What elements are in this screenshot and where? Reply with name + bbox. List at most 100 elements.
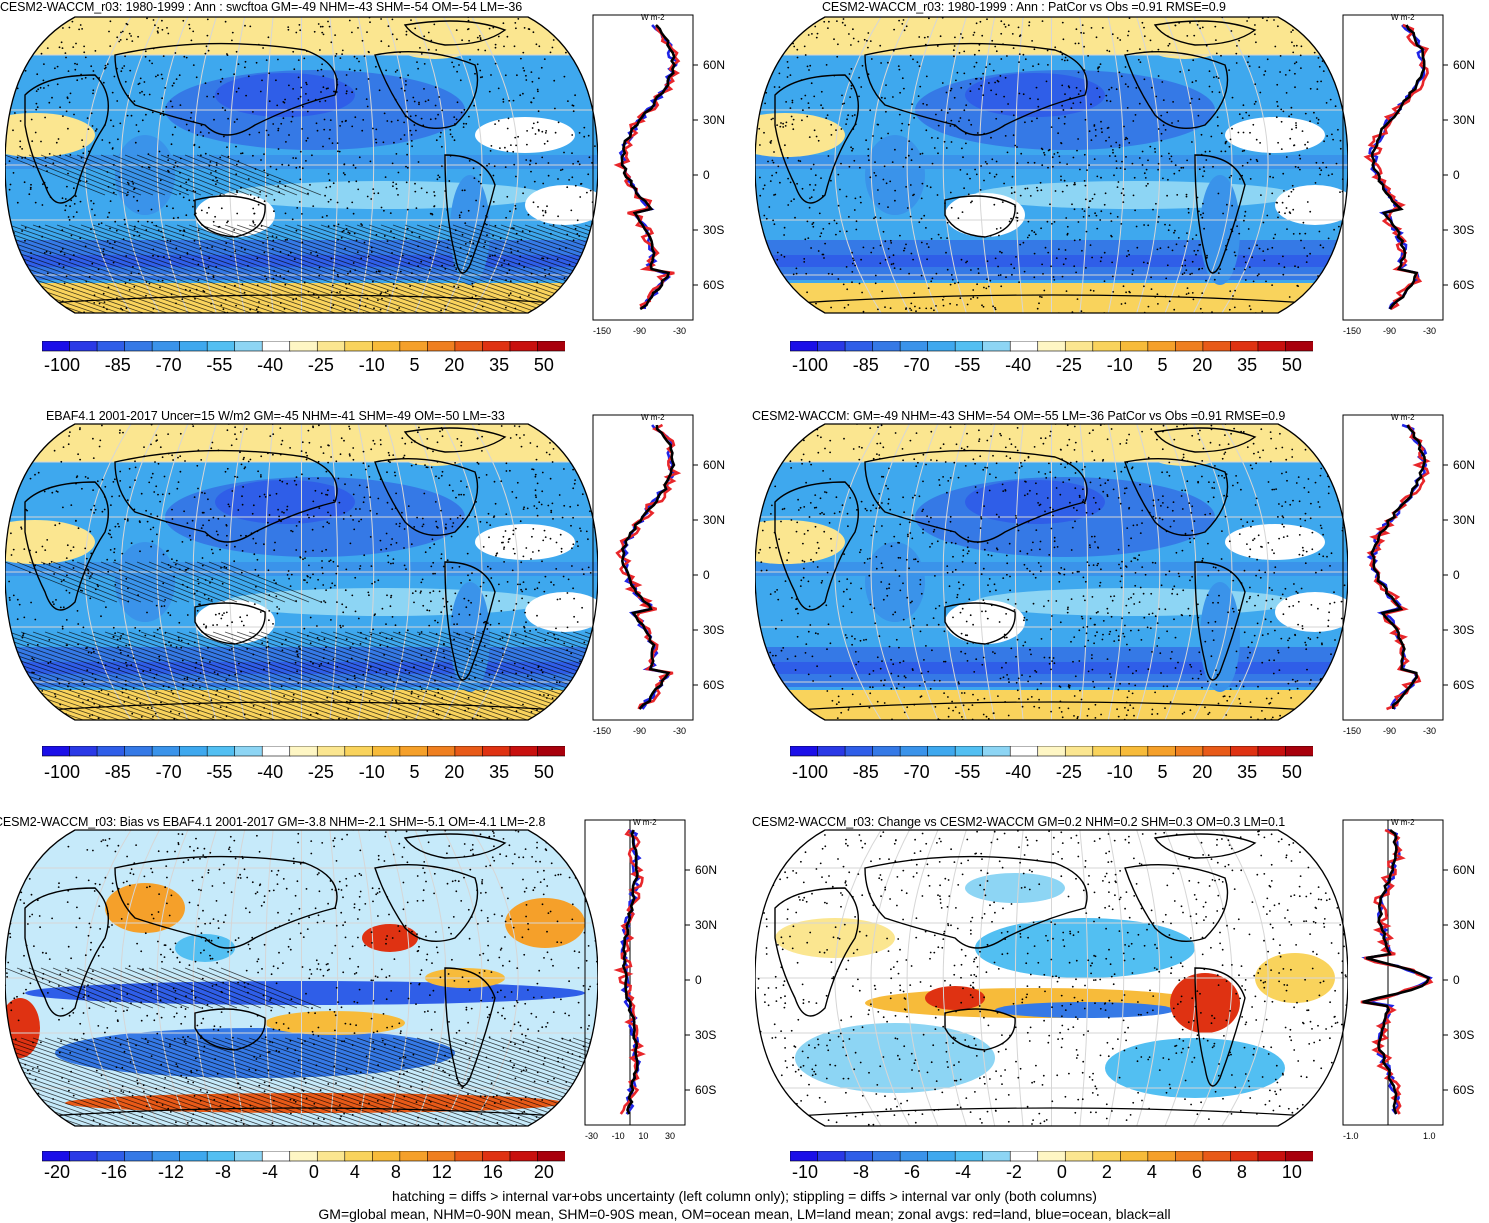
zonal-x-tick-label: -10 <box>612 1131 625 1141</box>
lat-tick-label: 60S <box>1453 278 1474 292</box>
colorbar-tick-label: 50 <box>534 762 554 783</box>
world-map-robinson <box>755 828 1348 1128</box>
zonal-x-tick-label: -30 <box>673 726 686 736</box>
panel-title-1: CESM2-WACCM_r03: 1980-1999 : Ann : swcft… <box>0 0 522 14</box>
lat-tick-label: 0 <box>703 168 710 182</box>
colorbar-tick-label: -55 <box>954 762 980 783</box>
lat-tick-label: 0 <box>1453 568 1460 582</box>
colorbar-tick-label: 8 <box>391 1162 401 1183</box>
map-3 <box>5 422 598 722</box>
lat-tick-label: 60S <box>695 1083 716 1097</box>
lat-tick-label: 30S <box>1453 1028 1474 1042</box>
panel-title-3: EBAF4.1 2001-2017 Uncer=15 W/m2 GM=-45 N… <box>46 409 505 423</box>
zonal-unit-label: W m-2 <box>641 13 665 22</box>
colorbar-tick-label: 8 <box>1237 1162 1247 1183</box>
footer-note: hatching = diffs > internal var+obs unce… <box>0 1187 1489 1223</box>
lat-tick-label: 60N <box>703 458 725 472</box>
colorbar-tick-label: -85 <box>105 355 131 376</box>
colorbar-3 <box>42 745 565 763</box>
colorbar-tick-label: -8 <box>853 1162 869 1183</box>
lat-tick-label: 30S <box>703 623 724 637</box>
colorbar-tick-label: -70 <box>156 762 182 783</box>
colorbar-tick-label: -100 <box>792 355 828 376</box>
zonal-unit-label: W m-2 <box>641 413 665 422</box>
world-map-robinson <box>5 828 598 1128</box>
colorbar-tick-label: -6 <box>904 1162 920 1183</box>
colorbar-tick-label: -12 <box>158 1162 184 1183</box>
colorbar-tick-label: -2 <box>1006 1162 1022 1183</box>
lat-tick-label: 30N <box>703 113 725 127</box>
colorbar-tick-label: -55 <box>206 762 232 783</box>
lat-tick-label: 30S <box>1453 623 1474 637</box>
lat-tick-label: 60N <box>1453 58 1475 72</box>
colorbar-tick-label: 20 <box>444 762 464 783</box>
colorbar-tick-label: 35 <box>489 355 509 376</box>
colorbar-tick-label: 5 <box>1157 762 1167 783</box>
map-2 <box>755 15 1348 315</box>
colorbar-tick-label: 5 <box>409 762 419 783</box>
colorbar-tick-label: 35 <box>1237 762 1257 783</box>
colorbar-tick-label: 16 <box>483 1162 503 1183</box>
map-1 <box>5 15 598 315</box>
zonal-x-tick-label: -150 <box>1343 726 1361 736</box>
colorbar-tick-label: 20 <box>1192 355 1212 376</box>
zonal-x-tick-label: -90 <box>1383 326 1396 336</box>
lat-tick-label: 30S <box>695 1028 716 1042</box>
colorbar-tick-label: -20 <box>44 1162 70 1183</box>
colorbar-tick-label: 4 <box>1147 1162 1157 1183</box>
map-4 <box>755 422 1348 722</box>
world-map-robinson <box>755 15 1348 315</box>
footer-line-1: hatching = diffs > internal var+obs unce… <box>0 1187 1489 1205</box>
lat-tick-label: 30N <box>1453 513 1475 527</box>
zonal-unit-label: W m-2 <box>1391 413 1415 422</box>
zonal-x-tick-label: -30 <box>673 326 686 336</box>
lat-tick-label: 60S <box>1453 1083 1474 1097</box>
lat-tick-label: 60S <box>703 278 724 292</box>
lat-tick-label: 60N <box>1453 863 1475 877</box>
colorbar-tick-label: -8 <box>215 1162 231 1183</box>
map-6 <box>755 828 1348 1128</box>
zonal-x-tick-label: -90 <box>633 726 646 736</box>
world-map-robinson <box>5 15 598 315</box>
lat-tick-label: 60N <box>695 863 717 877</box>
lat-tick-label: 0 <box>703 568 710 582</box>
colorbar-tick-label: 50 <box>534 355 554 376</box>
colorbar-tick-label: -100 <box>792 762 828 783</box>
colorbar-tick-label: -25 <box>1056 762 1082 783</box>
colorbar-tick-label: 20 <box>1192 762 1212 783</box>
colorbar-tick-label: -10 <box>1107 762 1133 783</box>
colorbar-tick-label: -85 <box>105 762 131 783</box>
lat-tick-label: 60S <box>703 678 724 692</box>
colorbar-tick-label: 20 <box>444 355 464 376</box>
colorbar-tick-label: -40 <box>257 355 283 376</box>
panel-title-6: CESM2-WACCM_r03: Change vs CESM2-WACCM G… <box>752 815 1285 829</box>
colorbar-4 <box>790 745 1313 763</box>
zonal-unit-label: W m-2 <box>1391 13 1415 22</box>
lat-tick-label: 60N <box>1453 458 1475 472</box>
colorbar-tick-label: 10 <box>1282 1162 1302 1183</box>
colorbar-tick-label: -85 <box>853 762 879 783</box>
colorbar-tick-label: -4 <box>955 1162 971 1183</box>
colorbar-tick-label: -70 <box>156 355 182 376</box>
colorbar-tick-label: 5 <box>1157 355 1167 376</box>
zonal-x-tick-label: -90 <box>1383 726 1396 736</box>
zonal-x-tick-label: -30 <box>1423 726 1436 736</box>
colorbar-tick-label: 4 <box>350 1162 360 1183</box>
lat-tick-label: 30N <box>1453 918 1475 932</box>
world-map-robinson <box>755 422 1348 722</box>
colorbar-tick-label: -10 <box>359 355 385 376</box>
world-map-robinson <box>5 422 598 722</box>
colorbar-tick-label: 50 <box>1282 762 1302 783</box>
panel-title-4: CESM2-WACCM: GM=-49 NHM=-43 SHM=-54 OM=-… <box>752 409 1285 423</box>
colorbar-tick-label: 0 <box>1057 1162 1067 1183</box>
colorbar-tick-label: -25 <box>1056 355 1082 376</box>
colorbar-tick-label: 35 <box>1237 355 1257 376</box>
colorbar-tick-label: 50 <box>1282 355 1302 376</box>
